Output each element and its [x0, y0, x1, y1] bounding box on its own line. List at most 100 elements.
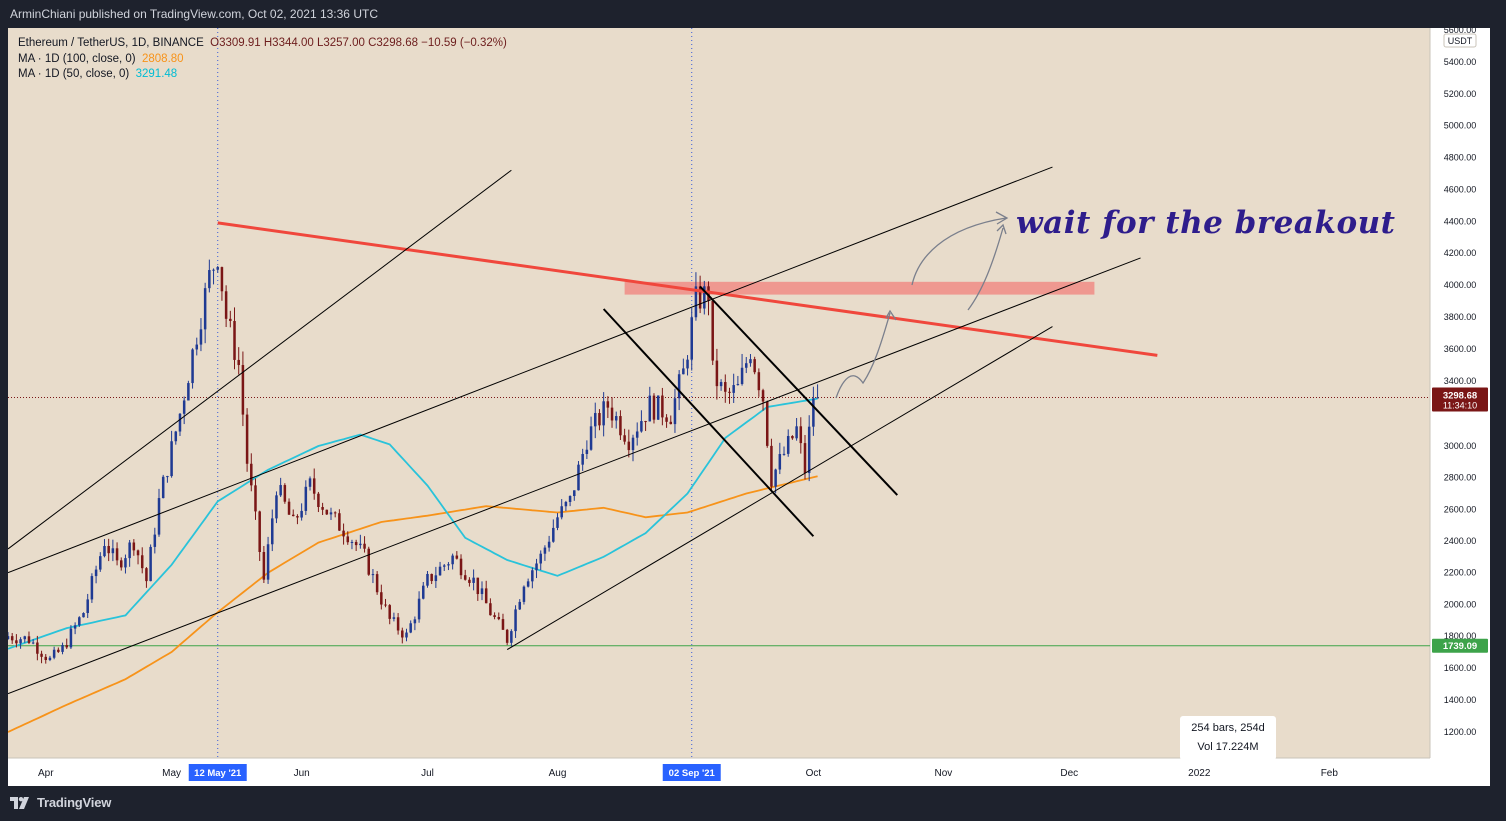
chart-frame[interactable]: USDT 1200.00 1400.00 1600.00 1800.00 2000.00 2… — [8, 28, 1490, 786]
candle-body — [371, 574, 375, 576]
candle-body — [644, 421, 647, 423]
candle-body — [321, 507, 324, 510]
candle-body — [86, 599, 89, 614]
candle-body — [325, 509, 329, 515]
published-text: ArminChiani published on TradingView.com… — [10, 7, 378, 21]
candle-body — [52, 649, 56, 658]
candle-body — [275, 495, 278, 519]
x-tick-label: Jun — [294, 768, 310, 779]
candle-body — [686, 359, 689, 369]
candle-body — [157, 498, 161, 535]
candle-body — [619, 416, 622, 436]
x-tick-label: Apr — [38, 768, 54, 779]
candle-body — [799, 426, 803, 444]
candle-body — [463, 575, 467, 580]
x-tick-label: 2022 — [1188, 768, 1211, 779]
candle-body — [577, 464, 580, 491]
candle-body — [220, 267, 224, 292]
candle-body — [48, 657, 52, 661]
candle-body — [434, 575, 438, 582]
candle-body — [69, 628, 73, 648]
candle-body — [401, 630, 404, 638]
candle-body — [405, 632, 408, 638]
x-tick-label: Jul — [421, 768, 434, 779]
arrow-head-1 — [885, 309, 897, 321]
candle-body — [161, 476, 165, 499]
candle-body — [627, 441, 631, 451]
candle-body — [61, 645, 64, 652]
y-tick-label: 5200.00 — [1444, 89, 1477, 99]
candle-body — [778, 454, 782, 470]
date-highlight-box — [188, 764, 247, 781]
candle-body — [124, 558, 127, 568]
candle-body — [409, 623, 412, 633]
trendline-flag-lower — [602, 308, 815, 537]
candle-body — [94, 569, 98, 577]
legend-ma50-row[interactable]: MA · 1D (50, close, 0) 3291.48 — [18, 67, 507, 83]
ma50-line — [8, 397, 818, 650]
arrow-path-3 — [967, 227, 1004, 311]
candle-body — [442, 565, 446, 567]
candle-body — [199, 329, 203, 345]
legend-ohlc: O3309.91 H3344.00 L3257.00 C3298.68 −10.… — [210, 37, 507, 49]
candle-body — [413, 619, 417, 624]
candle-body — [170, 441, 173, 477]
y-tick-label: 2600.00 — [1444, 504, 1477, 514]
legend-ma100-row[interactable]: MA · 1D (100, close, 0) 2808.80 — [18, 52, 507, 68]
candle-body — [497, 617, 501, 620]
candle-body — [8, 636, 10, 640]
candle-body — [728, 391, 731, 393]
candle-body — [241, 365, 245, 415]
candle-body — [581, 453, 584, 465]
brand-name: TradingView — [37, 795, 112, 810]
candle-body — [363, 543, 366, 549]
date-highlight-label: 02 Sep '21 — [669, 768, 716, 779]
y-tick-label: 5000.00 — [1444, 121, 1477, 131]
candle-body — [296, 516, 299, 518]
currency-label: USDT — [1448, 36, 1473, 46]
legend-ma100-value: 2808.80 — [142, 52, 184, 65]
bars-count: 254 bars, 254d — [1191, 722, 1265, 734]
candle-body — [749, 359, 752, 364]
candle-body — [451, 555, 454, 565]
legend-ma50-label: MA · 1D (50, close, 0) — [18, 68, 130, 80]
resistance-zone — [624, 281, 1095, 295]
candle-body — [564, 501, 568, 507]
ma100-line — [8, 475, 818, 733]
candle-body — [598, 413, 601, 426]
candle-body — [543, 547, 547, 554]
candle-body — [518, 601, 522, 610]
candle-body — [568, 496, 572, 502]
date-highlight-label: 12 May '21 — [194, 768, 242, 779]
candle-body — [707, 286, 710, 301]
candle-body — [753, 359, 756, 373]
candle-body — [652, 395, 656, 420]
candle-body — [585, 449, 589, 454]
legend-ma100-label: MA · 1D (100, close, 0) — [18, 52, 136, 65]
candle-body — [195, 344, 199, 350]
candle-body — [782, 453, 786, 455]
chart-canvas[interactable]: USDT 1200.00 1400.00 1600.00 1800.00 2000.00 2… — [8, 28, 1490, 786]
trendline-red-resistance — [217, 221, 1158, 357]
candle-body — [304, 486, 308, 511]
candle-body — [308, 478, 312, 487]
candle-body — [115, 548, 119, 561]
tradingview-logo[interactable]: TradingView — [10, 795, 111, 810]
candle-body — [656, 395, 660, 420]
candle-body — [136, 550, 140, 556]
candle-body — [438, 566, 442, 576]
candle-body — [254, 485, 257, 512]
y-tick-label: 5600.00 — [1444, 28, 1477, 35]
x-tick-label: Nov — [935, 768, 953, 779]
annotation-text[interactable]: wait for the breakout — [1016, 205, 1396, 241]
legend-symbol[interactable]: Ethereum / TetherUS, 1D, BINANCE — [18, 37, 204, 49]
candle-body — [422, 585, 425, 599]
candle-body — [476, 577, 480, 595]
candle-body — [803, 443, 807, 474]
arrow-path-1 — [835, 312, 891, 399]
candle-body — [606, 401, 610, 408]
candle-body — [673, 398, 677, 425]
trendline-upper-channel-steep — [8, 169, 512, 550]
chart-legend: Ethereum / TetherUS, 1D, BINANCE O3309.9… — [18, 36, 507, 83]
y-tick-label: 4400.00 — [1444, 216, 1477, 226]
